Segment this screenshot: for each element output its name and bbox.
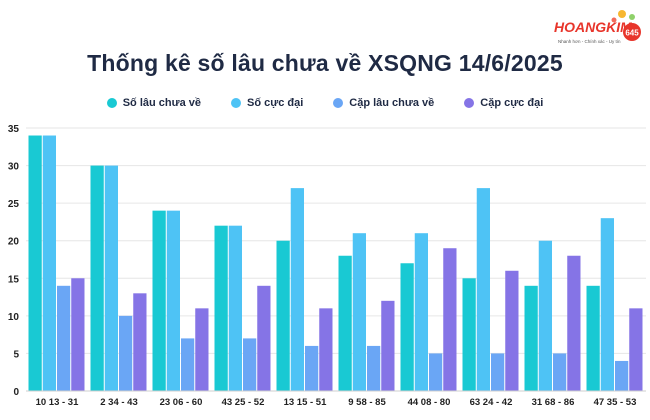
bar [505, 270, 519, 391]
x-tick-label: 44 08 - 80 [408, 397, 451, 408]
x-tick-label: 47 35 - 53 [594, 397, 637, 408]
bar [524, 285, 538, 391]
bar [42, 135, 56, 391]
bar [352, 233, 366, 391]
bar [305, 345, 319, 391]
legend-item: Cặp lâu chưa về [333, 97, 434, 109]
bar [104, 165, 118, 391]
bar [257, 285, 271, 391]
logo-badge: 645 [625, 29, 639, 38]
y-tick-label: 15 [8, 274, 20, 285]
x-tick-label: 10 13 - 31 [36, 397, 79, 408]
bar [133, 293, 147, 391]
legend-swatch [333, 98, 344, 108]
bar [290, 188, 304, 391]
bar [553, 353, 567, 391]
x-tick-label: 23 06 - 60 [160, 397, 203, 408]
bar [57, 285, 71, 391]
bar [195, 308, 209, 391]
bar [381, 300, 395, 391]
bar [338, 255, 352, 391]
bar [538, 240, 552, 391]
bar [28, 135, 42, 391]
chart-legend: Số lâu chưa về Số cực đại Cặp lâu chưa về C… [0, 97, 650, 109]
bar [243, 338, 257, 391]
x-tick-label: 43 25 - 52 [222, 397, 265, 408]
bar [214, 225, 228, 391]
logo-tagline: Nhanh hơn - Chính xác - Uy tín [558, 39, 621, 44]
bar [276, 240, 290, 391]
bar [400, 263, 414, 391]
x-tick-label: 63 24 - 42 [470, 397, 513, 408]
legend-label: Cặp cực đại [480, 97, 544, 109]
logo-brand: HOANGKIM [554, 19, 632, 35]
legend-label: Số cực đại [247, 97, 304, 109]
legend-swatch [464, 98, 475, 108]
legend-item: Cặp cực đại [464, 97, 543, 109]
x-tick-label: 9 58 - 85 [348, 397, 386, 408]
x-tick-label: 31 68 - 86 [532, 397, 575, 408]
x-tick-label: 2 34 - 43 [100, 397, 138, 408]
bar [119, 315, 133, 391]
y-tick-label: 0 [13, 387, 19, 398]
hoangkim-logo: HOANGKIM 645 Nhanh hơn - Chính xác - Uy … [554, 10, 641, 44]
bar [462, 278, 476, 391]
bar [615, 360, 629, 391]
bar [600, 218, 614, 391]
bar [71, 278, 85, 391]
x-tick-label: 13 15 - 51 [284, 397, 327, 408]
y-tick-label: 30 [8, 162, 20, 173]
y-tick-label: 35 [8, 124, 20, 135]
bar [166, 210, 180, 391]
bar [152, 210, 166, 391]
bar [319, 308, 333, 391]
bar [567, 255, 581, 391]
bar [414, 233, 428, 391]
legend-swatch [106, 98, 117, 108]
bar [228, 225, 242, 391]
bar [491, 353, 505, 391]
bar [90, 165, 104, 391]
legend-label: Số lâu chưa về [122, 97, 201, 109]
bar [181, 338, 195, 391]
bar [629, 308, 643, 391]
y-tick-label: 20 [8, 237, 20, 248]
y-tick-label: 25 [8, 199, 20, 210]
bar [586, 285, 600, 391]
legend-item: Số cực đại [231, 97, 303, 109]
chart-title: Thống kê số lâu chưa về XSQNG 14/6/2025 [87, 50, 563, 76]
bar [429, 353, 443, 391]
bar [476, 188, 490, 391]
bar [367, 345, 381, 391]
y-tick-label: 10 [8, 312, 20, 323]
bar [443, 248, 457, 391]
y-tick-label: 5 [13, 349, 19, 360]
legend-item: Số lâu chưa về [106, 97, 201, 109]
legend-swatch [231, 98, 241, 108]
legend-label: Cặp lâu chưa về [349, 97, 435, 109]
